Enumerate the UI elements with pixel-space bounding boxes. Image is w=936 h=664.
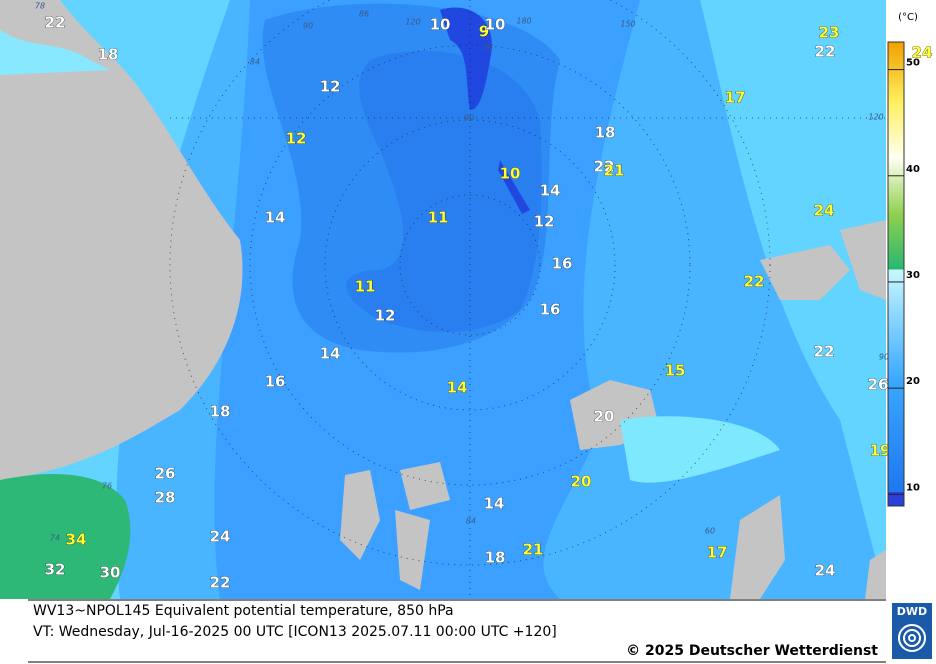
logo: DWD	[897, 605, 927, 618]
value-label: 22	[815, 43, 836, 61]
value-label: 30	[100, 564, 121, 582]
value-label: 28	[155, 489, 176, 507]
value-label: 10	[430, 16, 451, 34]
contour-label: 60	[705, 527, 715, 536]
value-label: 22	[45, 14, 66, 32]
value-label: 20	[594, 408, 615, 426]
value-label: 11	[355, 278, 376, 296]
value-label: 12	[534, 213, 555, 231]
value-label: 14	[484, 495, 505, 513]
value-label: 16	[265, 373, 286, 391]
value-label: 18	[210, 403, 231, 421]
contour-label: 180	[516, 17, 531, 26]
value-label: 9	[479, 23, 489, 41]
copyright: © 2025 Deutscher Wetterdienst	[626, 643, 878, 659]
contour-label: 74	[50, 534, 60, 543]
value-label: 24	[814, 202, 835, 220]
value-label: 14	[540, 182, 561, 200]
value-label: 24	[815, 562, 836, 580]
contour-label: 120	[868, 113, 883, 122]
value-label: 24	[210, 528, 231, 546]
value-label: 14	[320, 345, 341, 363]
value-label: 17	[725, 89, 746, 107]
contour-label: 90	[879, 353, 889, 362]
value-label: 15	[665, 362, 686, 380]
value-label: 12	[320, 78, 341, 96]
value-label: 34	[66, 531, 87, 549]
contour-label: 86	[359, 10, 369, 19]
value-label: 20	[571, 473, 592, 491]
contour-label: 84	[250, 58, 260, 67]
value-label: 22	[744, 273, 765, 291]
value-label: 22	[814, 343, 835, 361]
value-label: 22	[210, 574, 231, 592]
title: WV13~NPOL145 Equivalent potential temper…	[33, 603, 454, 619]
value-label: 23	[819, 24, 840, 42]
contour-label: 76	[102, 482, 112, 491]
colorbar-tick-label: 20	[906, 376, 920, 387]
value-label: 19	[870, 442, 891, 460]
contour-label: 150	[620, 20, 635, 29]
value-label: 18	[595, 124, 616, 142]
value-label: 22	[594, 158, 615, 176]
value-label: 26	[868, 376, 889, 394]
subtitle: VT: Wednesday, Jul-16-2025 00 UTC [ICON1…	[33, 624, 557, 640]
value-label: 14	[265, 209, 286, 227]
contour-label: 90	[464, 114, 474, 123]
value-label: 26	[155, 465, 176, 483]
colorbar	[887, 41, 905, 507]
value-label: 14	[447, 379, 468, 397]
colorbar-tick-label: 50	[906, 58, 920, 69]
value-label: 16	[540, 301, 561, 319]
contour-label: 78	[35, 2, 45, 11]
contour-label: 120	[405, 18, 420, 27]
value-label: 16	[552, 255, 573, 273]
colorbar-unit: (°C)	[898, 12, 918, 23]
value-label: 10	[500, 165, 521, 183]
value-label: 12	[375, 307, 396, 325]
colorbar-tick-label: 10	[906, 482, 920, 493]
value-label: 17	[707, 544, 728, 562]
contour-label: 90	[303, 22, 313, 31]
value-label: 32	[45, 561, 66, 579]
value-label: 18	[485, 549, 506, 567]
logo-swirl	[898, 624, 926, 652]
value-label: 18	[98, 46, 119, 64]
map	[0, 0, 886, 599]
value-label: 10	[485, 16, 506, 34]
colorbar-ticks: 10 20 30 40 50	[888, 58, 920, 495]
value-label: 12	[286, 130, 307, 148]
contour-label: 84	[466, 517, 476, 526]
value-label: 21	[523, 541, 544, 559]
contour-label: 88	[483, 43, 493, 52]
value-label: 11	[428, 209, 449, 227]
value-label: 24	[912, 44, 933, 62]
colorbar-tick-label: 30	[906, 270, 920, 281]
colorbar-tick-label: 40	[906, 164, 920, 175]
value-label: 21	[604, 162, 625, 180]
